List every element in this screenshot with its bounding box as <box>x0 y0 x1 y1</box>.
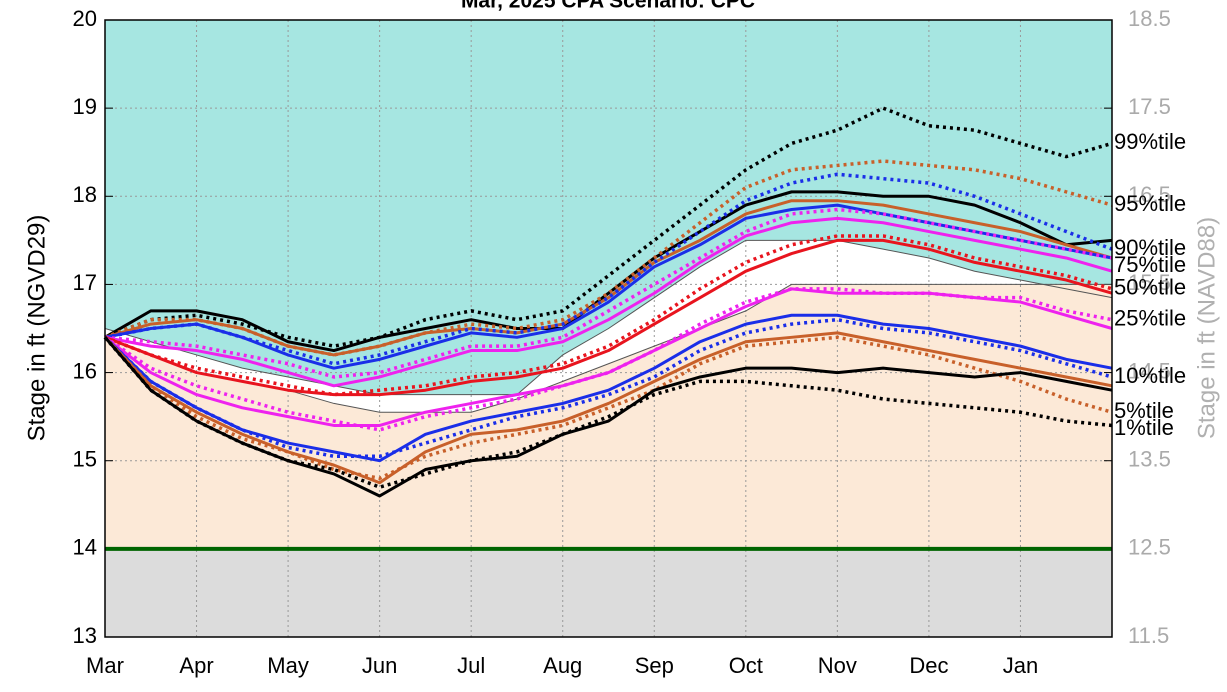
x-tick-label: Nov <box>818 653 857 678</box>
series-label: 50%tile <box>1114 275 1186 300</box>
y2-tick-label: 14.5 <box>1128 358 1171 383</box>
series-label: 75%tile <box>1114 252 1186 277</box>
series-line <box>103 336 1113 498</box>
schedule-line <box>104 239 1113 396</box>
x-tick-label: Dec <box>909 653 948 678</box>
series-label: 99%tile <box>1114 129 1186 154</box>
series-line <box>103 336 1113 489</box>
y2-tick-label: 12.5 <box>1128 535 1171 560</box>
y-tick-label: 18 <box>73 182 97 207</box>
y2-tick-label: 11.5 <box>1128 623 1169 648</box>
plot-frame <box>104 19 1113 638</box>
chart-title: Mar, 2025 CPA Scenario: CPC <box>461 0 755 13</box>
y-tick-label: 19 <box>73 94 97 119</box>
y-tick-label: 15 <box>73 447 97 472</box>
series-line <box>104 106 1113 348</box>
series-line <box>103 317 1113 459</box>
series-label: 95%tile <box>1114 191 1186 216</box>
y-tick-label: 16 <box>73 358 97 383</box>
x-tick-label: Jan <box>1003 653 1038 678</box>
series-line <box>104 238 1113 397</box>
series-label: 10%tile <box>1114 363 1186 388</box>
x-tick-label: Jul <box>457 653 485 678</box>
x-tick-label: Jun <box>362 653 397 678</box>
y-axis-label: Stage in ft (NGVD29) <box>23 215 50 442</box>
series-line <box>104 190 1113 353</box>
series-line <box>104 203 1113 370</box>
y2-axis-label: Stage in ft (NAVD88) <box>1193 217 1220 439</box>
y2-tick-label: 13.5 <box>1128 447 1171 472</box>
x-tick-label: Mar <box>86 653 124 678</box>
series-line <box>103 331 1113 485</box>
x-tick-label: May <box>267 653 309 678</box>
y2-tick-label: 16.5 <box>1128 182 1171 207</box>
y2-tick-label: 18.5 <box>1128 6 1171 31</box>
x-tick-label: Sep <box>635 653 674 678</box>
series-label: 5%tile <box>1114 398 1174 423</box>
y2-tick-label: 15.5 <box>1128 270 1171 295</box>
series-line <box>104 199 1113 357</box>
floor-zone <box>105 548 1112 637</box>
y-tick-label: 13 <box>73 623 97 648</box>
series-line <box>103 313 1113 463</box>
series-label: 90%tile <box>1114 235 1186 260</box>
series-line <box>104 287 1113 427</box>
x-tick-label: Oct <box>729 653 763 678</box>
x-tick-label: Apr <box>179 653 213 678</box>
series-label: 1%tile <box>1114 415 1174 440</box>
y-tick-label: 20 <box>73 6 97 31</box>
upper-zone <box>105 20 1112 395</box>
y-tick-label: 17 <box>73 270 97 295</box>
y2-tick-label: 17.5 <box>1128 94 1171 119</box>
middle-zone <box>105 240 1112 413</box>
y-tick-label: 14 <box>73 535 97 560</box>
x-tick-label: Aug <box>543 653 582 678</box>
series-label: 25%tile <box>1114 305 1186 330</box>
series-line <box>104 207 1113 379</box>
series-line <box>104 216 1113 388</box>
